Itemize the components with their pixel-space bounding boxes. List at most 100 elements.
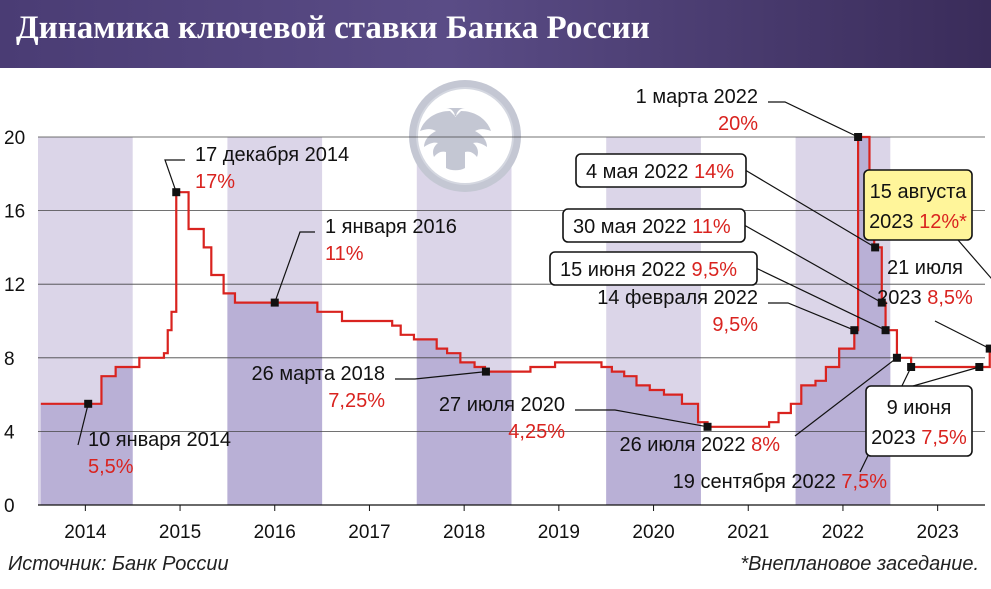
annotation-text: 30 мая 2022 11% [573, 216, 731, 238]
data-point-marker [975, 363, 984, 371]
x-tick-label: 2018 [443, 522, 485, 543]
annotation-year: 2023 [869, 211, 919, 233]
annotation: 1 января 2016 11% [270, 216, 457, 307]
emblem-eagle [420, 108, 491, 171]
annotation: 9 июня 2023 7,5% [865, 363, 984, 457]
annotation-text: 15 июня 2022 9,5% [560, 259, 737, 281]
annotation-value: 11% [325, 243, 364, 265]
annotation-date: 26 марта 2018 [252, 363, 385, 385]
data-point-marker [985, 344, 991, 353]
annotation: 4 мая 2022 14% [575, 153, 880, 252]
annotation-value: 11% [692, 216, 731, 238]
key-rate-line [40, 135, 991, 428]
annotation-year: 2023 [877, 287, 927, 309]
x-tick-label: 2017 [348, 522, 390, 543]
annotation-date: 9 июня [887, 397, 952, 419]
leader-line [756, 267, 886, 331]
data-point-marker [84, 399, 93, 408]
leader-line [164, 159, 185, 193]
header-bar: Динамика ключевой ставки Банка России [0, 0, 991, 68]
leader-line [77, 403, 89, 446]
bank-of-russia-emblem [409, 80, 521, 192]
x-tick-label: 2022 [822, 522, 864, 543]
annotation-value: 17% [195, 171, 235, 193]
annotation-value: 20% [718, 113, 758, 135]
annotation-date: 1 января 2016 [325, 216, 457, 238]
chart-title: Динамика ключевой ставки Банка России [16, 10, 650, 46]
leader-line [395, 371, 486, 380]
x-tick-label: 2014 [64, 522, 107, 543]
area-under-line [40, 137, 891, 505]
x-tick-label: 2020 [632, 522, 674, 543]
annotation-date: 17 декабря 2014 [195, 144, 349, 166]
y-tick-label: 0 [4, 496, 15, 517]
key-rate-chart: 0 4 8 12 16 20 2014 2015 2016 2017 2018 2019 2020 202… [4, 80, 991, 543]
annotation-value: 8% [751, 434, 780, 456]
y-tick-label: 12 [4, 275, 25, 296]
y-tick-label: 20 [4, 128, 25, 149]
source-note: Источник: Банк России [8, 553, 229, 575]
y-tick-label: 8 [4, 349, 15, 370]
leader-line [768, 302, 855, 331]
annotation-value: 5,5% [88, 456, 134, 478]
annotation-text: 26 июля 2022 8% [619, 434, 780, 456]
annotation: 21 июля 2023 8,5% [877, 257, 991, 353]
data-point-marker [703, 422, 712, 431]
annotation-value: 8,5% [927, 287, 973, 309]
data-point-marker [850, 326, 859, 335]
annotation-value: 9,5% [712, 314, 758, 336]
annotation: 1 марта 2022 20% [636, 86, 863, 141]
annotation: 26 марта 2018 7,25% [252, 363, 490, 412]
annotation-date-line2: 2023 7,5% [871, 427, 967, 449]
leader-line [934, 320, 991, 350]
data-point-marker [172, 188, 181, 197]
annotation: 14 февраля 2022 9,5% [597, 287, 859, 336]
annotation-date: 19 сентября 2022 [673, 471, 842, 493]
annotation-date: 10 января 2014 [88, 429, 231, 451]
annotation-date: 15 июня 2022 [560, 259, 691, 281]
annotation: 26 июля 2022 8% [619, 353, 901, 456]
leader-line [794, 357, 898, 437]
annotation: 10 января 2014 5,5% [77, 399, 231, 478]
x-tick-label: 2015 [159, 522, 201, 543]
annotation-text: 19 сентября 2022 7,5% [673, 471, 888, 493]
annotation: 15 июня 2022 9,5% [549, 251, 890, 335]
annotation-date: 14 февраля 2022 [597, 287, 758, 309]
data-point-marker [854, 133, 863, 141]
annotation-date-line2: 2023 12%* [869, 211, 967, 233]
callout-box [865, 385, 973, 457]
annotation: 15 августа 2023 12%* [863, 169, 991, 279]
leader-line [745, 169, 876, 248]
y-tick-label: 16 [4, 202, 25, 223]
annotation-value: 7,5% [841, 471, 887, 493]
data-point-marker [270, 298, 279, 307]
annotation-date-line2: 2023 8,5% [877, 287, 973, 309]
data-point-marker [907, 363, 916, 371]
footnote: *Внеплановое заседание. [740, 553, 979, 575]
annotation-value: 12%* [919, 211, 967, 233]
x-tick-label: 2019 [538, 522, 580, 543]
annotation-value: 4,25% [508, 421, 565, 443]
x-tick-label: 2023 [917, 522, 959, 543]
y-tick-label: 4 [4, 422, 15, 443]
annotation-date: 27 июля 2020 [439, 394, 565, 416]
leader-line [957, 239, 991, 279]
data-point-marker [881, 326, 890, 335]
annotation-value: 14% [694, 161, 734, 183]
leader-line [744, 224, 883, 304]
annotation-value: 7,5% [921, 427, 967, 449]
annotation-value: 7,25% [328, 390, 385, 412]
data-point-marker [481, 367, 490, 376]
leader-line [575, 409, 708, 428]
leader-line [912, 366, 980, 387]
annotation: 30 мая 2022 11% [562, 208, 886, 307]
annotation-text: 4 мая 2022 14% [586, 161, 734, 183]
annotation-date: 4 мая 2022 [586, 161, 694, 183]
x-tick-label: 2016 [254, 522, 296, 543]
annotation-date: 1 марта 2022 [636, 86, 758, 108]
annotation-date: 21 июля [887, 257, 963, 279]
callout-box [863, 169, 973, 241]
data-point-marker [877, 298, 886, 307]
leader-line [274, 231, 315, 303]
